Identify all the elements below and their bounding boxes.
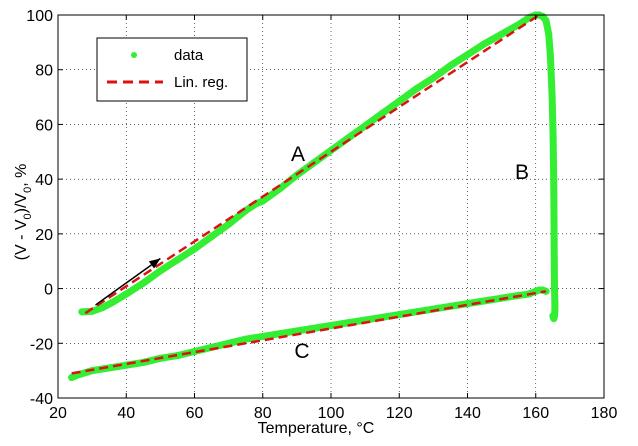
data-point [429, 74, 437, 82]
data-point [242, 335, 250, 343]
legend-fit-label: Lin. reg. [174, 74, 228, 91]
y-tick-label: -20 [30, 336, 53, 353]
data-point [173, 352, 181, 360]
data-point [550, 244, 558, 252]
data-point [276, 330, 284, 338]
data-point [293, 327, 301, 335]
data-point [139, 279, 147, 287]
y-axis-title-sub2: 0 [22, 187, 34, 193]
x-tick-label: 140 [454, 405, 481, 422]
data-point [551, 298, 559, 306]
x-tick-label: 120 [386, 405, 413, 422]
legend-box [96, 37, 248, 102]
data-point [191, 245, 198, 253]
y-tick-label: -40 [30, 391, 53, 408]
data-point [542, 16, 550, 24]
y-tick-label: 80 [35, 63, 53, 80]
data-point [327, 322, 335, 330]
data-point [109, 298, 117, 306]
data-point [446, 62, 454, 70]
y-axis-title-close: , % [13, 164, 30, 187]
tick-layer: 20 40 60 80 100 120 140 160 180 -40 -20 0 20 40 60 80 10… [26, 8, 617, 422]
y-axis-title-open: (V - V [13, 219, 30, 260]
x-tick-label: 180 [591, 405, 618, 422]
data-point [551, 285, 559, 293]
data-point [546, 52, 554, 60]
y-tick-label: 0 [44, 282, 53, 299]
data-point [156, 267, 164, 275]
y-axis-title-mid: )/V [13, 193, 30, 214]
data-layer [68, 11, 559, 381]
y-axis-title: (V - V0)/V0, % [13, 164, 34, 261]
data-point [550, 189, 558, 197]
data-point [548, 93, 556, 101]
data-point [310, 324, 318, 332]
data-point [549, 134, 557, 142]
data-point [98, 304, 106, 312]
data-point [498, 30, 506, 38]
x-axis-title: Temperature, °C [258, 420, 375, 437]
grid-layer [58, 15, 604, 398]
data-point [551, 306, 559, 314]
x-tick-label: 160 [522, 405, 549, 422]
arrow-head [148, 258, 161, 269]
data-point [395, 97, 403, 105]
data-point [378, 109, 386, 117]
data-point [191, 347, 198, 355]
data-point [173, 256, 181, 264]
annotation-b: B [515, 161, 529, 184]
data-point [464, 51, 471, 59]
legend: data Lin. reg. [96, 37, 248, 102]
data-point [78, 308, 86, 316]
data-point [481, 40, 489, 48]
data-point [225, 220, 233, 228]
y-tick-label: 60 [35, 117, 53, 134]
regression-line [84, 13, 540, 315]
data-point [549, 312, 557, 320]
annotation-a: A [291, 143, 305, 166]
x-tick-label: 80 [254, 405, 272, 422]
x-tick-label: 100 [318, 405, 345, 422]
y-axis-title-sub1: 0 [22, 213, 34, 219]
data-point [259, 197, 267, 205]
regression-line [71, 290, 547, 375]
data-point [68, 373, 76, 381]
x-tick-label: 60 [186, 405, 204, 422]
legend-data-label: data [174, 47, 204, 64]
data-point [208, 233, 216, 241]
x-tick-label: 20 [49, 405, 67, 422]
direction-arrow [95, 257, 161, 306]
data-point [412, 85, 420, 93]
data-point [122, 290, 130, 298]
x-tick-label: 40 [117, 405, 135, 422]
data-point [545, 30, 553, 38]
y-tick-label: 100 [26, 8, 53, 25]
data-point [259, 332, 267, 340]
legend-data-marker [131, 52, 137, 58]
annotation-c: C [294, 340, 309, 363]
y-tick-label: 20 [35, 227, 53, 244]
y-tick-label: 40 [35, 172, 53, 189]
